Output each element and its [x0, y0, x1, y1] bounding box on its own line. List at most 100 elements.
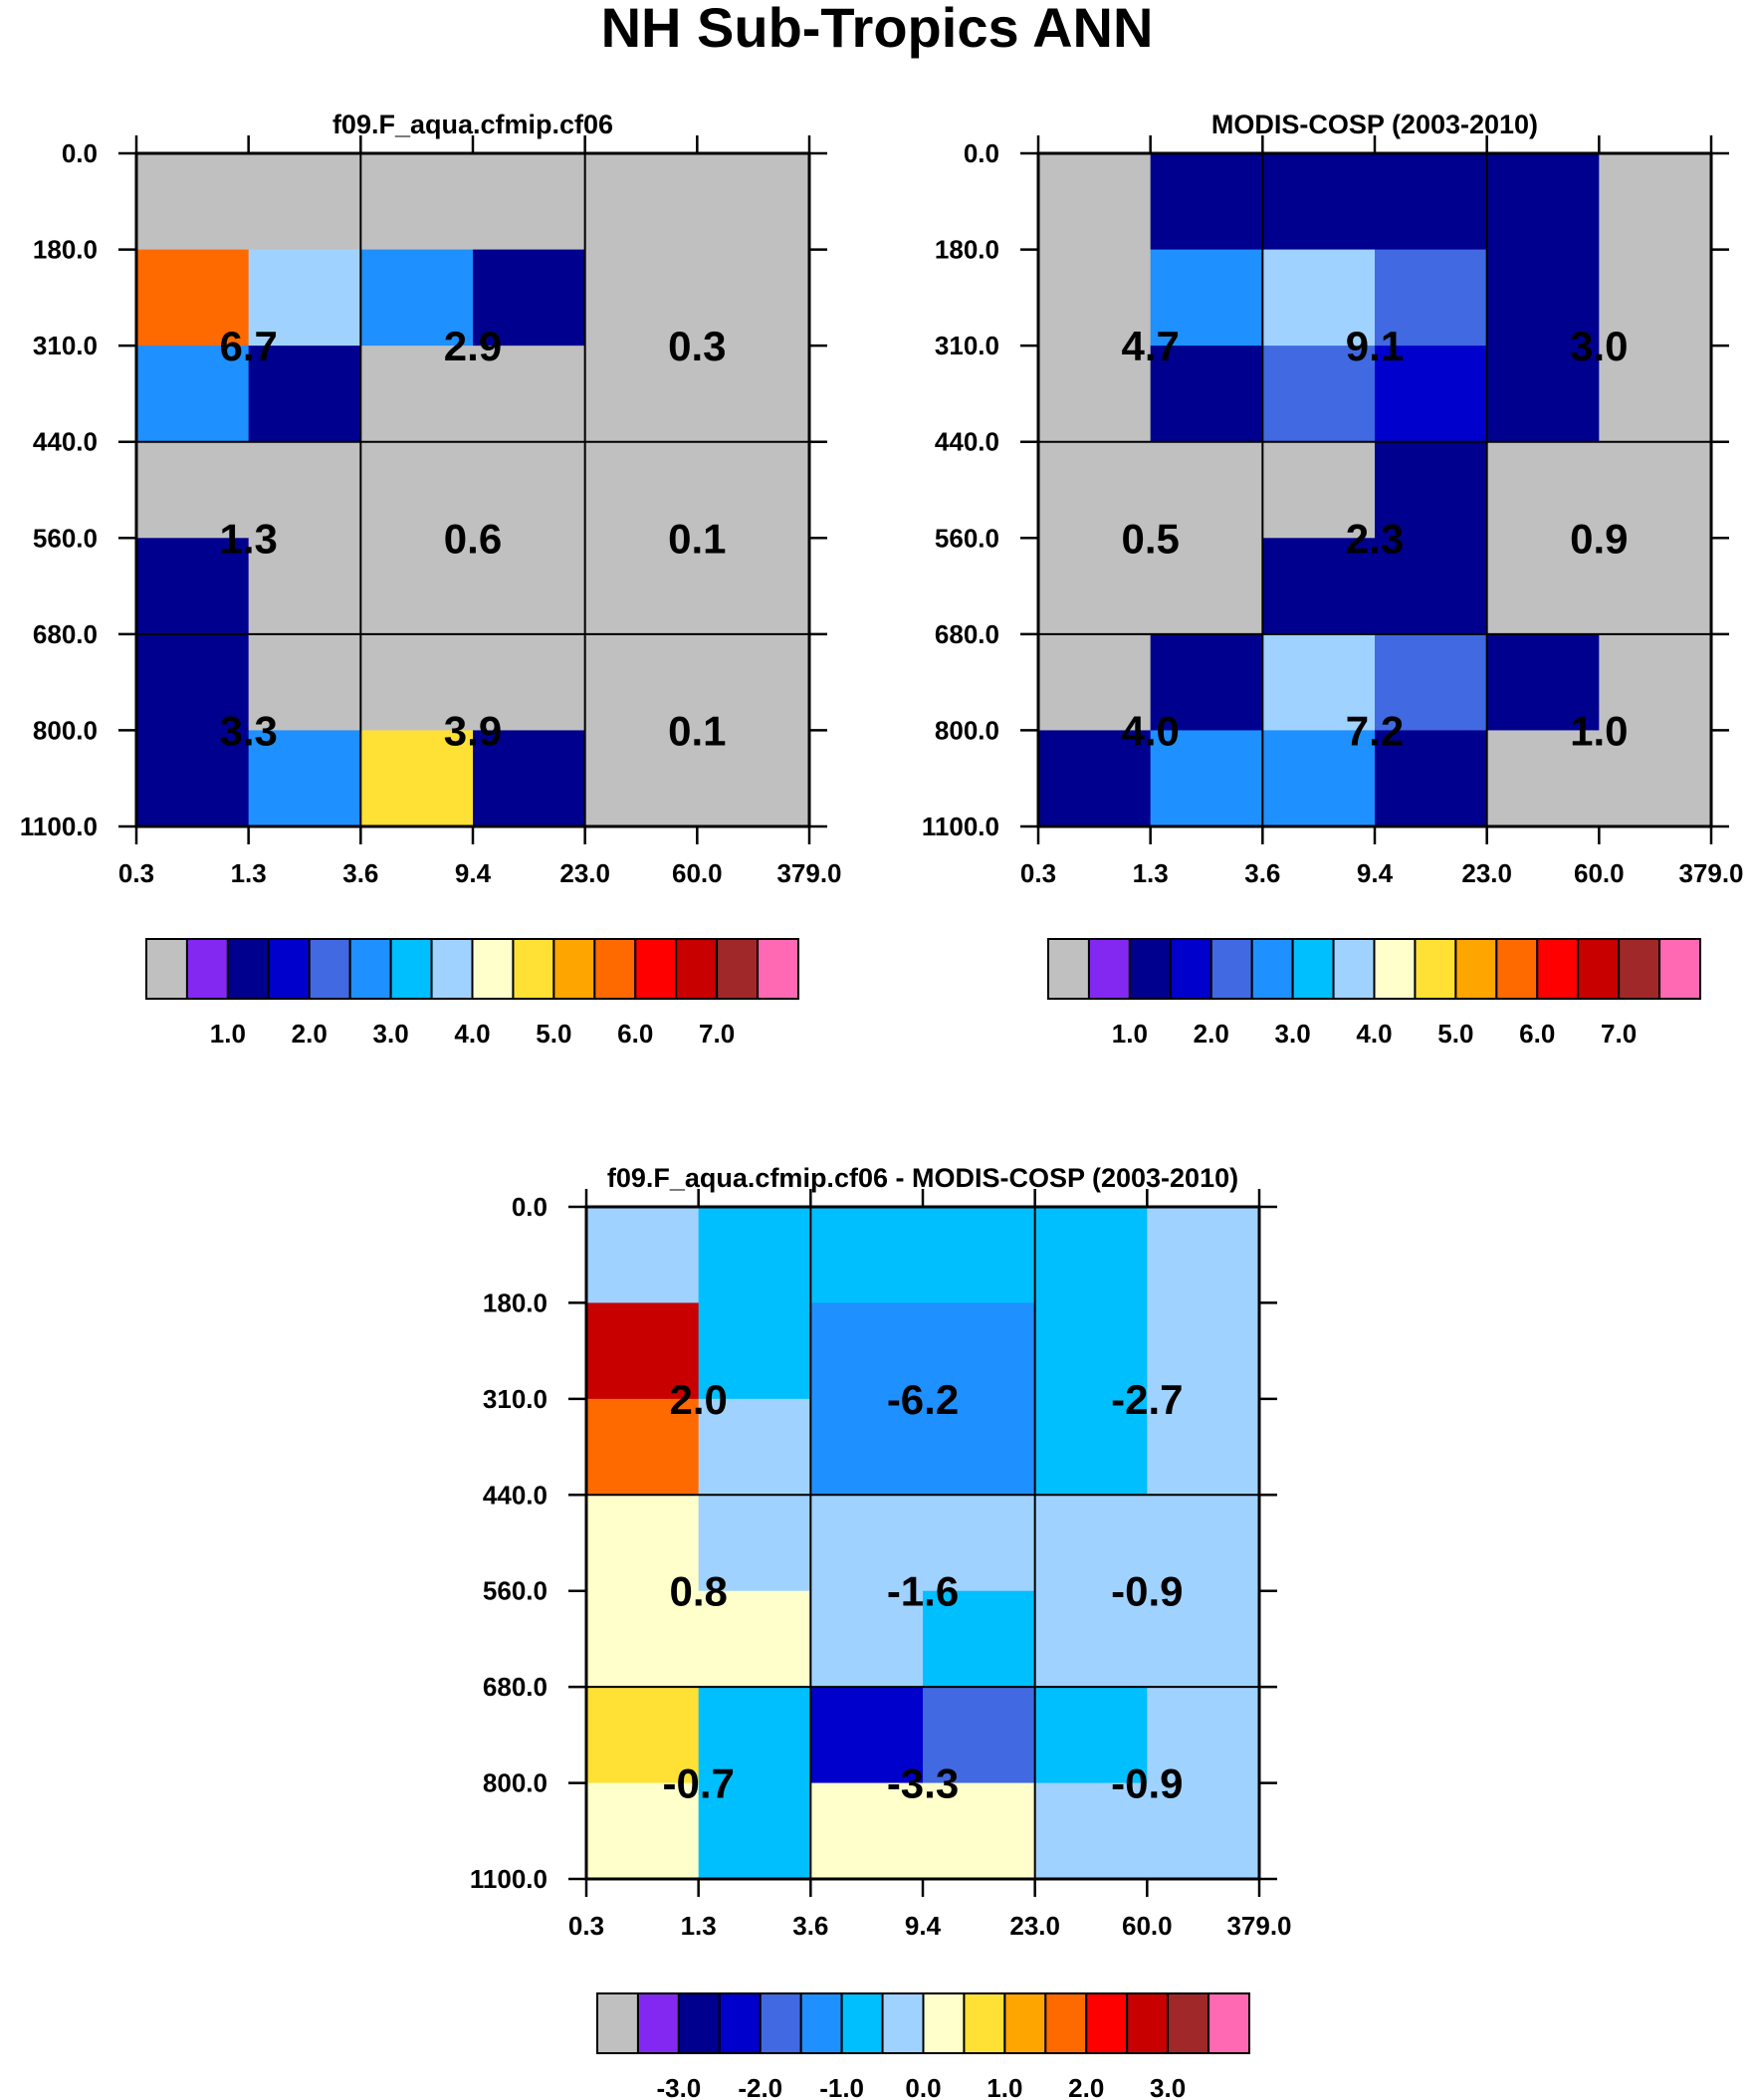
heatmap-cell [584, 346, 698, 443]
panel-2: MODIS-COSP (2003-2010) 0.3 1.3 3.6 9.4 23.0 60… [922, 110, 1744, 1049]
heatmap-cell [698, 1398, 811, 1496]
colorbar-swatch [1085, 1992, 1129, 2054]
heatmap-cell [1486, 346, 1600, 443]
group-value-label: -0.9 [1111, 1568, 1183, 1615]
group-value-label: 3.9 [444, 707, 502, 754]
heatmap-cell [586, 1782, 700, 1880]
heatmap-cell [1147, 1687, 1260, 1784]
heatmap-cell [586, 1495, 700, 1592]
y-tick-label: 180.0 [33, 235, 98, 265]
heatmap-cell [1599, 249, 1712, 347]
heatmap-cell [810, 1590, 924, 1688]
colorbar-label: 2.0 [1194, 1019, 1229, 1049]
y-tick-label: 0.0 [62, 138, 98, 168]
heatmap-cell [1262, 346, 1376, 443]
colorbar-label: -1.0 [819, 2073, 864, 2100]
heatmap-cell [1038, 730, 1152, 827]
group-value-labels: 4.7 9.1 3.0 0.5 2.3 0.9 4.0 7.2 1.0 [1121, 323, 1628, 754]
group-value-label: 0.1 [668, 707, 726, 754]
heatmap-cell [248, 153, 361, 251]
heatmap-cell [1038, 153, 1152, 251]
heatmap-cell [473, 538, 586, 635]
group-value-label: 0.8 [669, 1568, 727, 1615]
colorbar-swatch [675, 938, 719, 1000]
heatmap-cell [810, 1207, 924, 1304]
colorbar-label: 3.0 [373, 1019, 409, 1049]
colorbar-label: -3.0 [656, 2073, 701, 2100]
colorbar-swatch [308, 938, 351, 1000]
colorbar-swatch [718, 1992, 762, 2054]
x-tick-label: 0.3 [1020, 858, 1056, 888]
heatmap-cell [1150, 730, 1263, 827]
heatmap-cell [136, 538, 250, 635]
heatmap-cell [1486, 538, 1600, 635]
heatmap-cell [1599, 538, 1712, 635]
group-value-label: 9.1 [1346, 323, 1404, 369]
colorbar-swatch [226, 938, 270, 1000]
heatmap-cell [584, 730, 698, 827]
heatmap-cell [1038, 538, 1152, 635]
heatmap-cell [1034, 1495, 1148, 1592]
heatmap-cell [1486, 441, 1600, 539]
heatmap-cell [360, 730, 474, 827]
colorbar-label: 1.0 [210, 1019, 246, 1049]
heatmap-cell [1599, 633, 1712, 732]
heatmap-cell [698, 1302, 811, 1400]
y-tick-label: 800.0 [483, 1768, 548, 1798]
colorbar-swatch [840, 1992, 884, 2054]
heatmap-cell [1147, 1782, 1260, 1880]
x-tick-label: 379.0 [776, 858, 841, 888]
heatmap-cell [473, 249, 586, 347]
colorbar-swatch [1167, 1992, 1210, 2054]
colorbar-swatch [759, 1992, 802, 2054]
group-value-label: 3.0 [1570, 323, 1628, 369]
heatmap-cell [584, 249, 698, 347]
heatmap-cell [697, 538, 810, 635]
heatmap-cell [586, 1302, 700, 1400]
colorbar-swatch [389, 938, 433, 1000]
colorbar: -3.0 -2.0 -1.0 0.0 1.0 2.0 3.0 [596, 1992, 1250, 2100]
x-tick-label: 60.0 [1574, 858, 1625, 888]
heatmap-cell [923, 1782, 1036, 1880]
heatmap-cell [360, 249, 474, 347]
heatmap-cell [923, 1398, 1036, 1496]
heatmap-cell [1599, 730, 1712, 827]
colorbar-swatch [552, 938, 596, 1000]
x-tick-label: 23.0 [1461, 858, 1512, 888]
y-tick-label: 680.0 [33, 619, 98, 649]
colorbar-label: 5.0 [1437, 1019, 1473, 1049]
heatmap-cell [360, 633, 474, 732]
heatmap-cell [698, 1207, 811, 1304]
colorbar: 1.0 2.0 3.0 4.0 5.0 6.0 7.0 [1047, 938, 1701, 1049]
colorbar-swatch [1047, 938, 1090, 1000]
heatmap-cell [697, 249, 810, 347]
y-tick-label: 0.0 [964, 138, 999, 168]
group-value-label: 7.2 [1346, 707, 1404, 754]
heatmap-cell [923, 1207, 1036, 1304]
colorbar-swatch [1291, 938, 1335, 1000]
y-tick-label: 680.0 [483, 1672, 548, 1702]
heatmap-cell [1375, 153, 1488, 251]
heatmap-cell [360, 153, 474, 251]
heatmap-cell [1262, 153, 1376, 251]
colorbar-swatch [1414, 938, 1457, 1000]
x-tick-label: 9.4 [905, 1911, 942, 1941]
heatmap-cell [1038, 249, 1152, 347]
heatmap-cell [698, 1782, 811, 1880]
y-tick-label: 680.0 [935, 619, 999, 649]
group-grid [1038, 153, 1711, 826]
group-value-label: -1.6 [887, 1568, 959, 1615]
colorbar-label: 2.0 [1068, 2073, 1104, 2100]
colorbar-swatch [1087, 938, 1131, 1000]
colorbar-label: -2.0 [738, 2073, 782, 2100]
group-grid [586, 1207, 1259, 1879]
y-tick-label: 180.0 [483, 1287, 548, 1317]
heatmap-cell [1375, 441, 1488, 539]
colorbar-swatch [267, 938, 311, 1000]
heatmap-cell [1486, 153, 1600, 251]
heatmap-cells [1038, 153, 1712, 827]
heatmap-cell [586, 1207, 700, 1304]
y-tick-label: 440.0 [935, 427, 999, 457]
y-tick-label: 440.0 [33, 427, 98, 457]
